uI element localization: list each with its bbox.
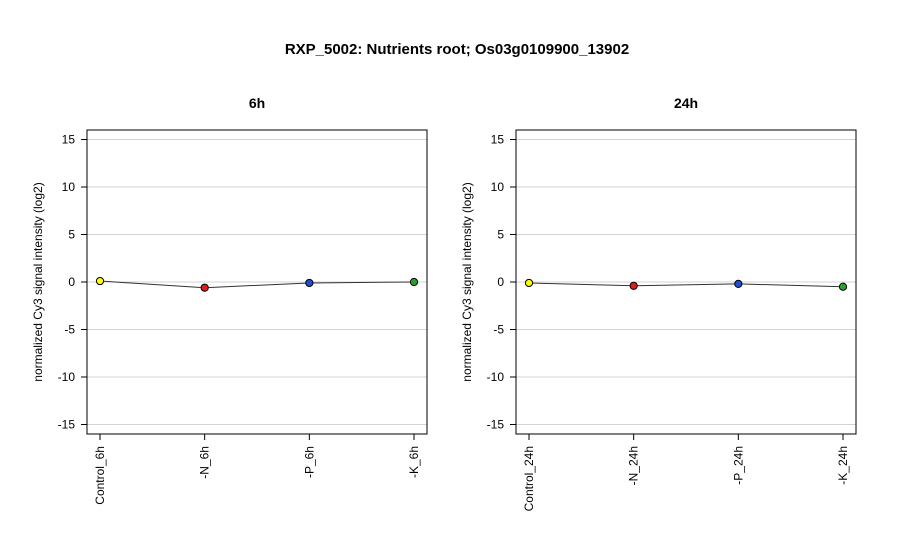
y-tick-label: 15	[491, 133, 505, 147]
x-tick-label: Control_6h	[93, 446, 107, 505]
y-tick-label: 10	[62, 180, 76, 194]
x-tick-label: -K_24h	[836, 446, 850, 485]
y-tick-label: -15	[487, 418, 505, 432]
x-tick-label: -K_6h	[407, 446, 421, 478]
y-tick-label: -5	[493, 323, 504, 337]
series-line	[99, 280, 415, 289]
data-point	[305, 278, 314, 288]
y-tick-label: -10	[487, 370, 505, 384]
panel-title: 6h	[249, 95, 265, 111]
x-tick-label: -N_6h	[198, 446, 212, 479]
data-point	[838, 282, 848, 291]
y-tick-label: -10	[58, 370, 76, 384]
data-point	[200, 283, 209, 292]
y-tick-label: 5	[497, 228, 504, 242]
y-tick-label: 0	[497, 275, 504, 289]
plot-frame	[86, 129, 428, 435]
data-point	[629, 281, 638, 290]
y-tick-label: 10	[491, 180, 505, 194]
y-axis-label: normalized Cy3 signal intensity (log2)	[460, 182, 474, 381]
y-tick-label: 5	[68, 228, 75, 242]
data-point	[524, 278, 534, 288]
y-axis-label: normalized Cy3 signal intensity (log2)	[31, 182, 45, 381]
data-point	[734, 279, 743, 288]
y-tick-label: 15	[62, 133, 76, 147]
y-tick-label: 0	[68, 275, 75, 289]
y-tick-label: -5	[64, 323, 75, 337]
y-tick-label: -15	[58, 418, 76, 432]
panel-title: 24h	[674, 95, 698, 111]
x-tick-label: Control_24h	[522, 446, 536, 511]
figure-title: RXP_5002: Nutrients root; Os03g0109900_1…	[285, 41, 629, 58]
x-tick-label: -N_24h	[627, 446, 641, 485]
x-tick-label: -P_6h	[302, 446, 316, 478]
plot-frame	[515, 129, 857, 435]
data-point	[409, 277, 419, 287]
data-point	[95, 276, 105, 286]
x-tick-label: -P_24h	[731, 446, 745, 485]
series-line	[528, 282, 844, 288]
